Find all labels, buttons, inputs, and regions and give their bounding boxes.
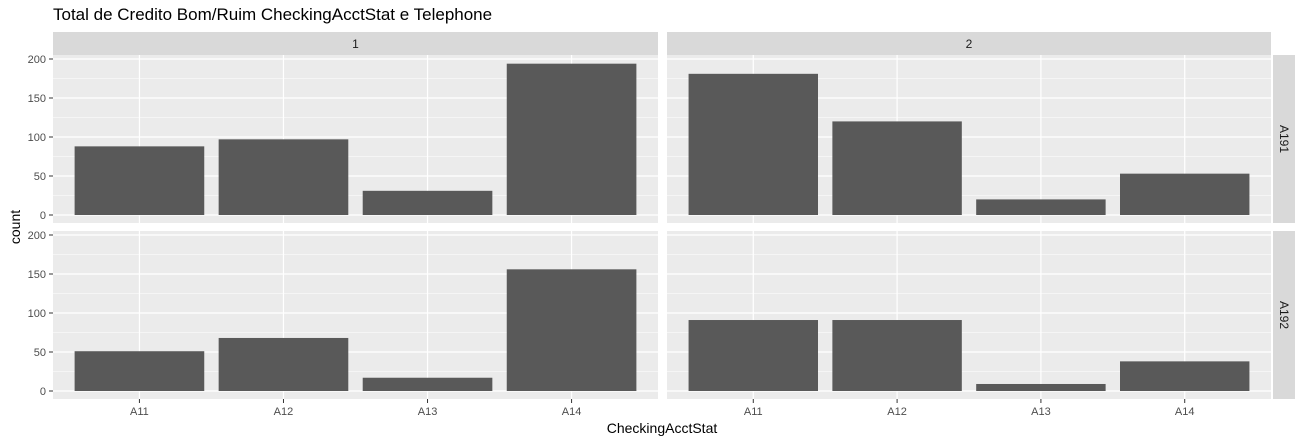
panel-2-A191: [667, 55, 1271, 223]
y-tick-label: 0: [40, 210, 46, 222]
facet-strip-col-label: 2: [966, 37, 973, 51]
panel-2-A192: [667, 231, 1271, 399]
bar-A12-2-A192: [832, 320, 962, 391]
x-tick-label: A14: [562, 406, 582, 418]
facet-strip-col-1: [53, 32, 658, 55]
bar-A13-2-A191: [976, 199, 1106, 215]
facet-strip-col-label: 1: [352, 37, 359, 51]
bar-A13-2-A192: [976, 383, 1106, 391]
y-tick-label: 200: [28, 54, 46, 66]
facet-strip-col-2: [667, 32, 1271, 55]
x-tick-label: A13: [418, 406, 438, 418]
bar-A12-1-A192: [218, 337, 349, 391]
bar-A13-1-A191: [362, 190, 493, 215]
bar-A14-1-A192: [506, 269, 637, 391]
y-axis-title: count: [7, 210, 23, 244]
x-axis-title: CheckingAcctStat: [607, 420, 718, 436]
facet-strip-row-A192: [1273, 231, 1295, 399]
bar-A14-2-A192: [1120, 361, 1250, 391]
x-tick-label: A13: [1031, 406, 1051, 418]
facet-strip-row-label: A192: [1277, 301, 1291, 329]
bar-A13-1-A192: [362, 377, 493, 391]
x-tick-label: A12: [274, 406, 294, 418]
x-tick-label: A11: [130, 406, 149, 418]
y-tick-label: 200: [28, 230, 46, 242]
panel-1-A192: [53, 231, 658, 399]
bar-A11-1-A191: [74, 146, 205, 215]
y-tick-label: 100: [28, 132, 46, 144]
y-tick-label: 0: [40, 386, 46, 398]
y-tick-label: 50: [34, 347, 46, 359]
bar-A11-2-A191: [688, 73, 818, 215]
y-tick-label: 150: [28, 269, 46, 281]
facet-strip-row-A191: [1273, 55, 1295, 223]
bar-A11-2-A192: [688, 320, 818, 391]
bar-A11-1-A192: [74, 351, 205, 391]
y-tick-label: 100: [28, 308, 46, 320]
bar-A14-1-A191: [506, 63, 637, 216]
bar-A12-2-A191: [832, 121, 962, 215]
y-tick-label: 50: [34, 171, 46, 183]
bar-A14-2-A191: [1120, 173, 1250, 215]
facet-strip-row-label: A191: [1277, 125, 1291, 153]
chart-title: Total de Credito Bom/Ruim CheckingAcctSt…: [53, 5, 493, 24]
x-tick-label: A14: [1175, 406, 1195, 418]
y-tick-label: 150: [28, 93, 46, 105]
bar-A12-1-A191: [218, 139, 349, 215]
x-tick-label: A11: [744, 406, 763, 418]
panel-1-A191: [53, 55, 658, 223]
x-tick-label: A12: [887, 406, 907, 418]
